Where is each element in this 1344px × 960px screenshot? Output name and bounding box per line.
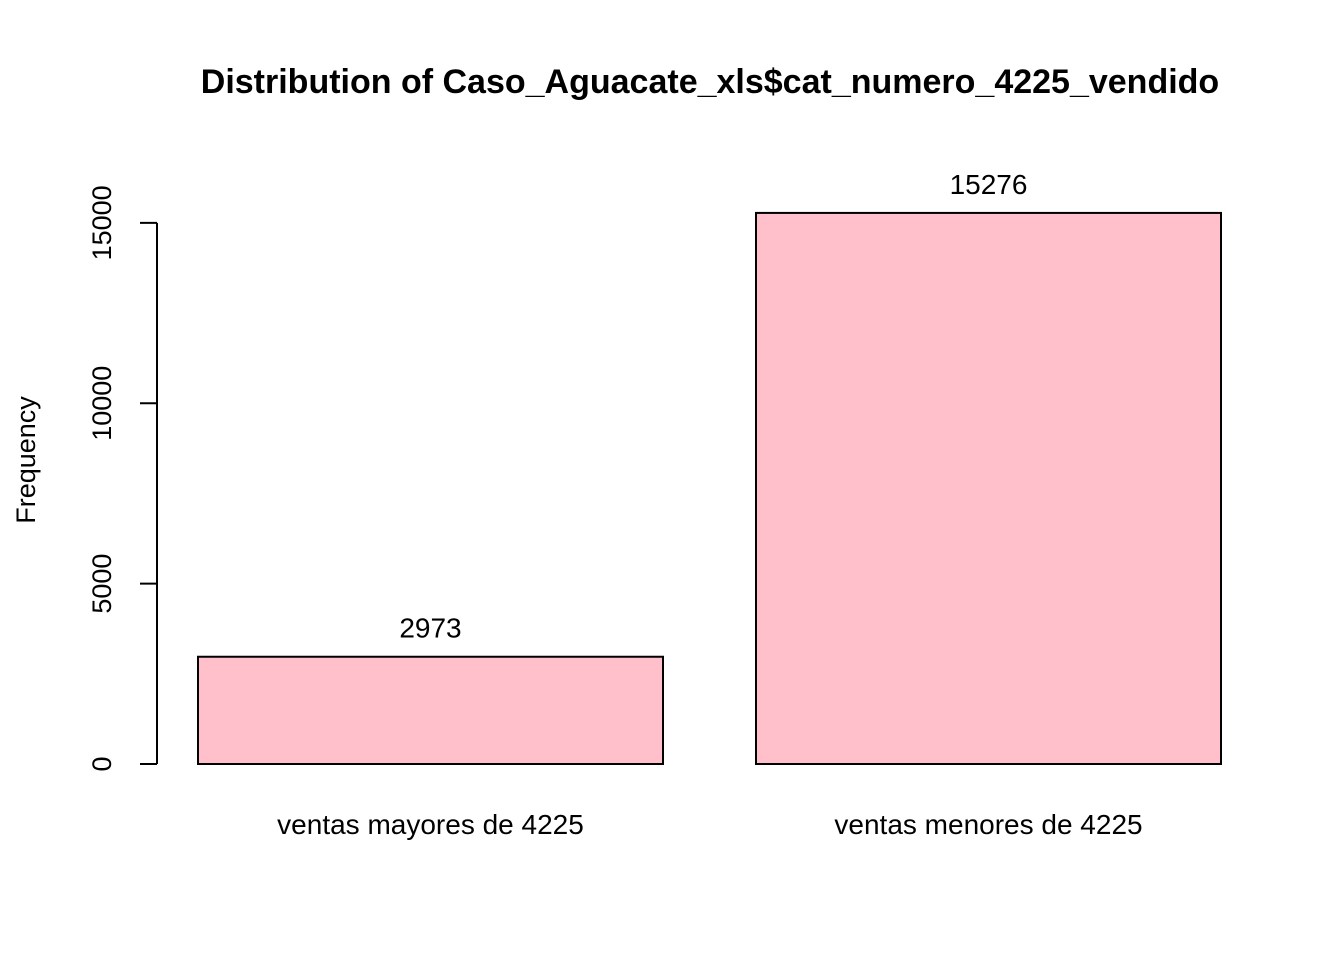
y-tick-label: 15000 xyxy=(87,185,117,260)
bars xyxy=(197,211,1222,766)
data-label: 2973 xyxy=(399,613,461,644)
bar xyxy=(755,211,1222,766)
y-tick-label: 0 xyxy=(87,756,117,771)
category-label: ventas menores de 4225 xyxy=(834,809,1142,840)
y-tick-label: 10000 xyxy=(87,366,117,441)
chart-title: Distribution of Caso_Aguacate_xls$cat_nu… xyxy=(201,63,1219,101)
y-axis-label: Frequency xyxy=(11,396,41,524)
bar xyxy=(197,655,664,765)
category-label: ventas mayores de 4225 xyxy=(277,809,584,840)
data-labels: 2973 15276 xyxy=(399,169,1027,644)
data-label: 15276 xyxy=(950,169,1028,200)
y-tick-label: 5000 xyxy=(87,554,117,614)
category-labels: ventas mayores de 4225 ventas menores de … xyxy=(277,809,1142,840)
y-axis: 0 5000 10000 15000 xyxy=(87,185,158,772)
